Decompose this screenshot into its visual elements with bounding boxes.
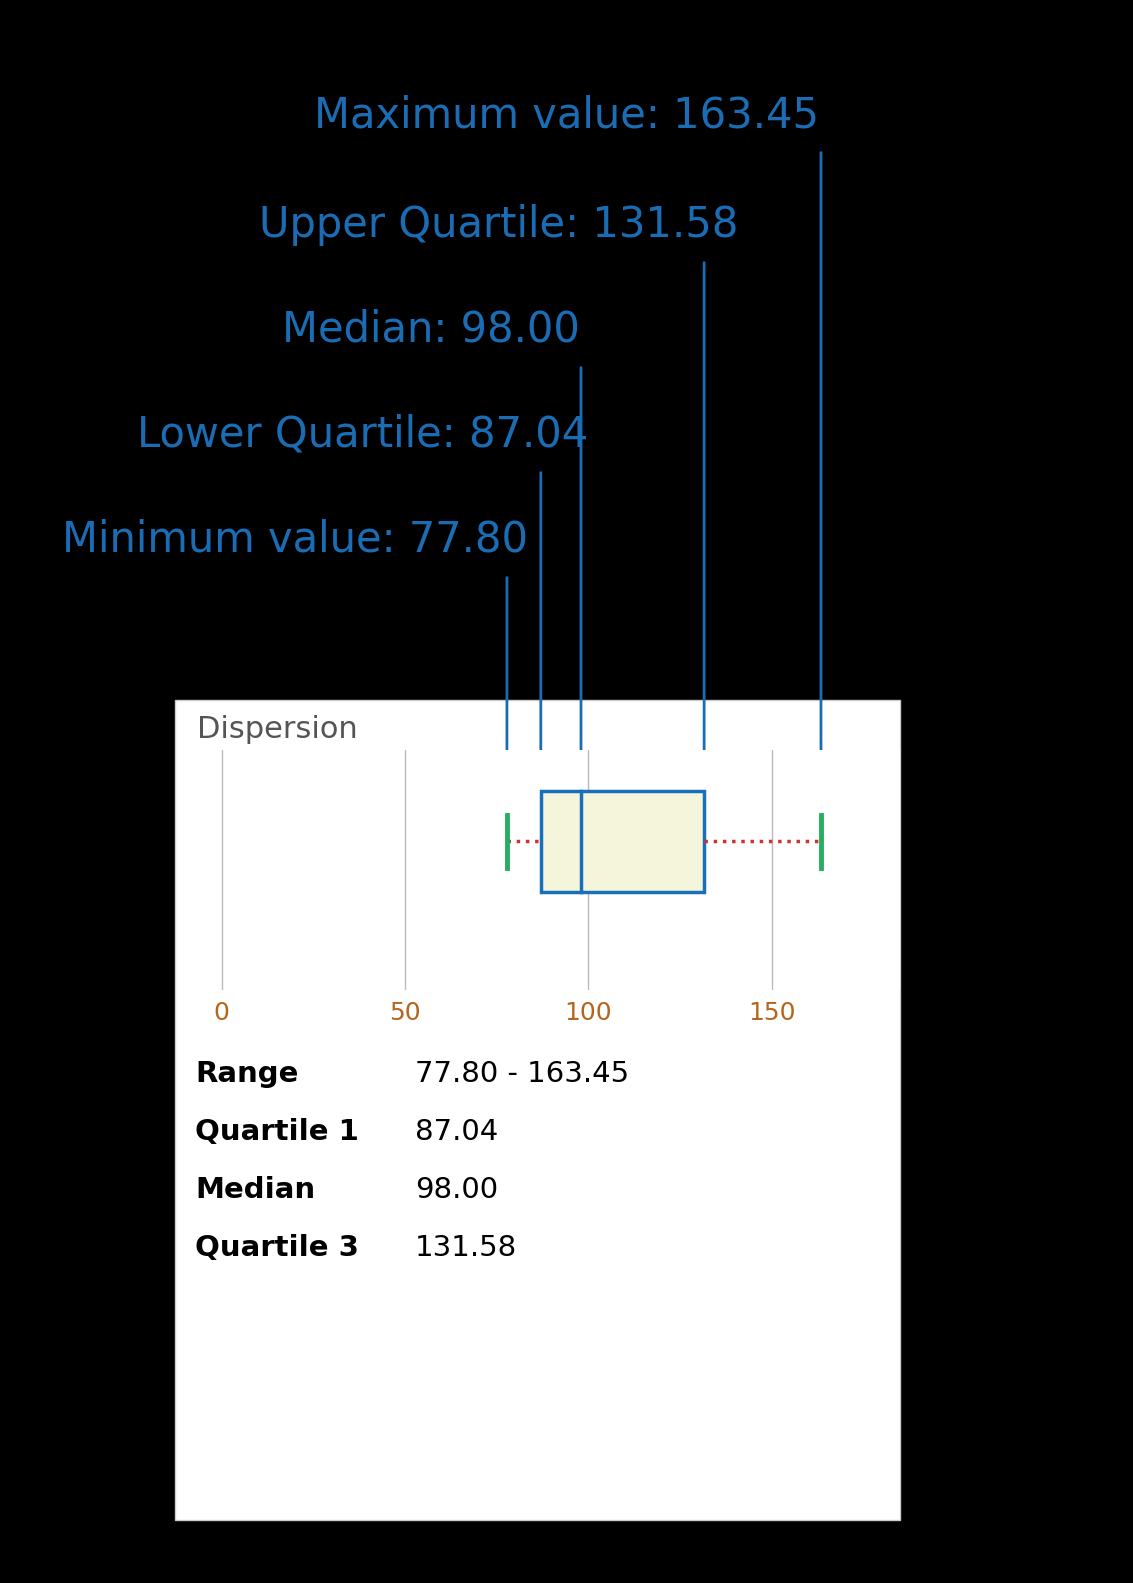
FancyBboxPatch shape: [174, 700, 900, 1520]
Text: Upper Quartile: 131.58: Upper Quartile: 131.58: [258, 204, 739, 245]
Text: Quartile 3: Quartile 3: [195, 1235, 359, 1262]
Text: Median: Median: [195, 1176, 315, 1205]
Text: 87.04: 87.04: [415, 1118, 499, 1146]
Text: Range: Range: [195, 1061, 298, 1088]
Text: Dispersion: Dispersion: [197, 716, 358, 744]
Text: Maximum value: 163.45: Maximum value: 163.45: [314, 93, 819, 136]
Text: Lower Quartile: 87.04: Lower Quartile: 87.04: [137, 415, 588, 456]
Text: Minimum value: 77.80: Minimum value: 77.80: [61, 519, 528, 560]
Bar: [540, 792, 704, 891]
Text: 131.58: 131.58: [415, 1235, 518, 1262]
Text: 77.80 - 163.45: 77.80 - 163.45: [415, 1061, 629, 1088]
Text: 98.00: 98.00: [415, 1176, 499, 1205]
Text: Median: 98.00: Median: 98.00: [282, 309, 579, 351]
Text: Quartile 1: Quartile 1: [195, 1118, 359, 1146]
